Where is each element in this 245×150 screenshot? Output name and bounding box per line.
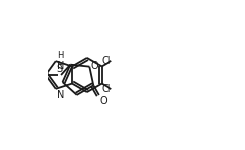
Text: S: S — [57, 64, 63, 74]
Text: O: O — [99, 96, 107, 106]
Text: N: N — [57, 90, 65, 100]
Text: Cl: Cl — [101, 56, 110, 66]
Text: O: O — [91, 61, 98, 71]
Text: Cl: Cl — [101, 84, 110, 94]
Text: H: H — [57, 51, 63, 60]
Text: N: N — [57, 61, 64, 71]
